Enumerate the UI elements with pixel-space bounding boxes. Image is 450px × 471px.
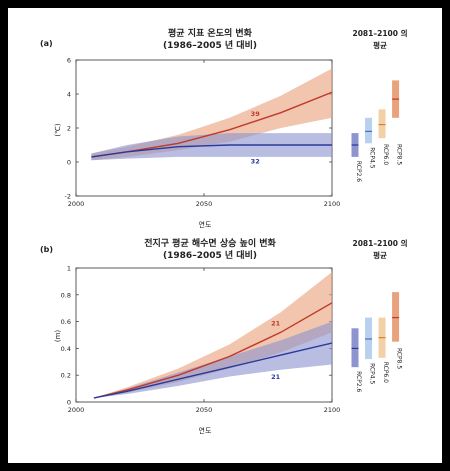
model-count-label: 39 <box>251 110 261 118</box>
x-tick-label: 2000 <box>68 200 85 208</box>
y-tick-label: 0.8 <box>61 291 71 299</box>
panel-b-subtitle: (1986–2005 년 대비) <box>163 249 257 261</box>
series-line-rcp8.5 <box>93 302 332 399</box>
sidebar-bar-rcp4.5 <box>365 317 373 360</box>
sidebar-label-rcp2.6: RCP2.6 <box>355 161 362 182</box>
sidebar-label-rcp6.0: RCP6.0 <box>382 362 389 383</box>
panel-b-xlabel: 연도 <box>199 427 212 435</box>
panel-a-ylabel: (℃) <box>54 123 62 137</box>
x-tick-label: 2100 <box>324 406 341 414</box>
sidebar-title-2: 평균 <box>373 40 387 50</box>
y-tick-label: -2 <box>65 193 71 201</box>
sidebar-bar-rcp4.5 <box>365 117 373 144</box>
panel-a-xlabel: 연도 <box>199 221 212 229</box>
y-tick-label: 2 <box>67 125 71 133</box>
panel-a-letter: (a) <box>40 39 53 48</box>
panel-a-subtitle: (1986–2005 년 대비) <box>163 39 257 51</box>
model-count-label: 21 <box>271 373 281 381</box>
panel-b-letter: (b) <box>40 245 53 254</box>
plot-area <box>91 68 332 161</box>
sidebar-bar-rcp8.5 <box>392 292 400 342</box>
model-count-label: 21 <box>271 320 281 328</box>
y-tick-label: 4 <box>67 91 71 99</box>
sidebar-title: 2081–2100 의 <box>352 238 407 248</box>
y-tick-label: 0.6 <box>61 318 71 326</box>
inner-frame <box>8 8 442 463</box>
sidebar-label-rcp2.6: RCP2.6 <box>355 371 362 392</box>
y-tick-label: 0 <box>67 399 71 407</box>
uncertainty-band-rcp2.6 <box>93 321 332 398</box>
sidebar-label-rcp8.5: RCP8.5 <box>396 144 403 165</box>
sidebar-label-rcp6.0: RCP6.0 <box>382 144 389 165</box>
series-line-rcp2.6 <box>93 342 332 399</box>
x-tick-label: 2000 <box>68 406 85 414</box>
sidebar-bar-rcp2.6 <box>351 328 359 368</box>
panel-b-title: 전지구 평균 해수면 상승 높이 변화 <box>144 237 276 249</box>
x-tick-label: 2050 <box>196 200 213 208</box>
y-tick-label: 0.4 <box>61 345 71 353</box>
sidebar-label-rcp4.5: RCP4.5 <box>369 363 376 384</box>
sidebar-label-rcp8.5: RCP8.5 <box>396 348 403 369</box>
uncertainty-band-rcp2.6 <box>91 133 332 161</box>
panel-b: 2000 2050 2100 0 0.2 0.4 0.6 0.8 1 21 21 2081–2100 … <box>61 238 408 414</box>
sidebar-title-2: 평균 <box>373 250 387 260</box>
x-tick-label: 2050 <box>196 406 213 414</box>
x-tick-label: 2100 <box>324 200 341 208</box>
model-count-label: 32 <box>251 158 260 166</box>
y-tick-label: 0 <box>67 159 71 167</box>
y-tick-label: 1 <box>67 265 71 273</box>
panel-a-title: 평균 지표 온도의 변화 <box>168 27 253 39</box>
sidebar-bar-rcp6.0 <box>378 109 386 139</box>
y-tick-label: 6 <box>67 57 71 65</box>
panel-b-ylabel: (m) <box>54 330 62 343</box>
y-tick-label: 0.2 <box>61 372 71 380</box>
sidebar-title: 2081–2100 의 <box>352 28 407 38</box>
plot-area <box>93 272 332 399</box>
series-line-rcp2.6 <box>91 144 332 158</box>
sidebar-label-rcp4.5: RCP4.5 <box>369 147 376 168</box>
